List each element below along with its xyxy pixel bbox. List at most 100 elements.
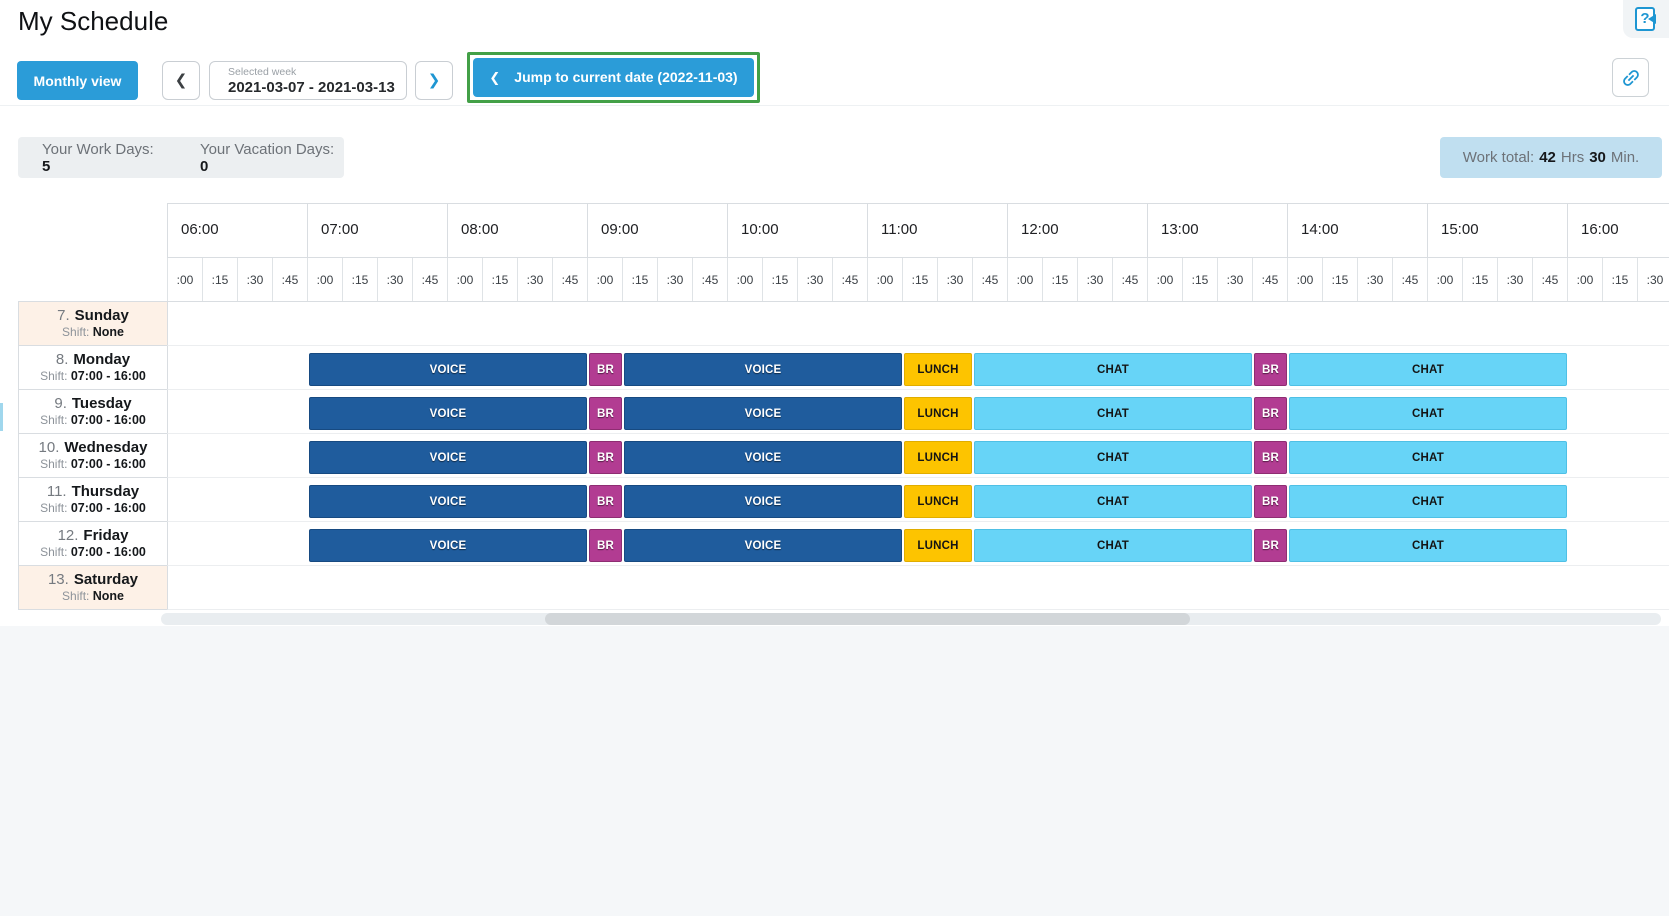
day-row: 9. Tuesday Shift: 07:00 - 16:00 VOICE BR VOIC…: [18, 390, 1669, 434]
schedule-segment-chat: CHAT: [1289, 485, 1567, 518]
jump-button-label: Jump to current date (2022-11-03): [514, 69, 738, 85]
horizontal-scrollbar-thumb[interactable]: [545, 613, 1190, 625]
shift-label: Shift:: [62, 325, 93, 339]
hour-header-cell: 09:00: [587, 204, 727, 258]
quarter-header-cell: :30: [937, 258, 972, 301]
shift-value: 07:00 - 16:00: [70, 369, 146, 383]
copy-link-button[interactable]: [1612, 58, 1649, 97]
quarter-header-cell: :30: [1637, 258, 1669, 301]
work-days-value: 5: [42, 157, 51, 175]
schedule-segment-break: BR: [1254, 397, 1287, 430]
schedule-segment-break: BR: [1254, 441, 1287, 474]
selected-week-box[interactable]: Selected week 2021-03-07 - 2021-03-13: [209, 61, 407, 100]
shift-value: None: [92, 325, 124, 339]
selected-week-label: Selected week: [228, 66, 297, 78]
quarter-header-cell: :45: [1252, 258, 1287, 301]
day-shift: Shift: None: [19, 589, 167, 603]
schedule-segment-lunch: LUNCH: [904, 397, 972, 430]
day-shift: Shift: 07:00 - 16:00: [19, 413, 167, 427]
schedule-segment-chat: CHAT: [1289, 353, 1567, 386]
chevron-right-icon: ❯: [427, 72, 441, 89]
day-timeline: [167, 302, 1669, 346]
hour-header-cell: 08:00: [447, 204, 587, 258]
hour-header-cell: 07:00: [307, 204, 447, 258]
schedule-segment-break: BR: [589, 353, 622, 386]
day-label: 13. Saturday Shift: None: [18, 566, 167, 610]
help-corner: ?: [1623, 0, 1669, 38]
quarter-header-cell: :15: [1602, 258, 1637, 301]
hour-header-cell: 16:00: [1567, 204, 1669, 258]
schedule-segment-break: BR: [1254, 485, 1287, 518]
shift-value: 07:00 - 16:00: [70, 413, 146, 427]
monthly-view-button[interactable]: Monthly view: [17, 61, 138, 100]
quarter-header-cell: :30: [377, 258, 412, 301]
quarter-header-cell: :15: [762, 258, 797, 301]
day-shift: Shift: 07:00 - 16:00: [19, 545, 167, 559]
day-label: 10. Wednesday Shift: 07:00 - 16:00: [18, 434, 167, 478]
quarter-header-cell: :45: [1532, 258, 1567, 301]
schedule-segment-break: BR: [1254, 529, 1287, 562]
page-title: My Schedule: [18, 6, 169, 36]
day-timeline: VOICE BR VOICE LUNCH CHAT BR CHAT: [167, 478, 1669, 522]
day-title: 13. Saturday: [19, 571, 167, 588]
day-timeline: VOICE BR VOICE LUNCH CHAT BR CHAT: [167, 522, 1669, 566]
quarter-header-cell: :15: [622, 258, 657, 301]
day-label: 11. Thursday Shift: 07:00 - 16:00: [18, 478, 167, 522]
hour-header-cell: 14:00: [1287, 204, 1427, 258]
day-row: 10. Wednesday Shift: 07:00 - 16:00 VOICE BR V…: [18, 434, 1669, 478]
schedule-segment-voice: VOICE: [309, 353, 587, 386]
quarter-header-cell: :45: [972, 258, 1007, 301]
schedule-segment-break: BR: [589, 397, 622, 430]
day-row: 12. Friday Shift: 07:00 - 16:00 VOICE BR VOIC…: [18, 522, 1669, 566]
shift-value: None: [92, 589, 124, 603]
quarter-header-cell: :00: [1427, 258, 1462, 301]
chevron-left-icon: ❮: [174, 72, 188, 89]
schedule-segment-chat: CHAT: [974, 529, 1252, 562]
vacation-days-value: 0: [199, 157, 209, 175]
vacation-days-stat: Your Vacation Days: 0: [199, 140, 335, 175]
schedule-segment-break: BR: [1254, 353, 1287, 386]
schedule-segment-lunch: LUNCH: [904, 485, 972, 518]
shift-label: Shift:: [40, 501, 71, 515]
day-timeline: [167, 566, 1669, 610]
help-icon[interactable]: ?: [1635, 7, 1656, 31]
schedule-segment-break: BR: [589, 485, 622, 518]
work-total-box: Work total: 42 Hrs 30 Min.: [1440, 137, 1662, 178]
next-week-button[interactable]: ❯: [415, 61, 453, 100]
quarter-header-cell: :00: [307, 258, 342, 301]
jump-to-current-date-button[interactable]: ❮ Jump to current date (2022-11-03): [473, 58, 754, 97]
day-number: 13.: [47, 571, 69, 588]
day-row: 7. Sunday Shift: None: [18, 302, 1669, 346]
schedule-segment-voice: VOICE: [624, 397, 902, 430]
shift-value: 07:00 - 16:00: [70, 545, 146, 559]
selected-week-value: 2021-03-07 - 2021-03-13: [228, 79, 395, 96]
previous-week-button[interactable]: ❮: [162, 61, 200, 100]
hour-header-cell: 10:00: [727, 204, 867, 258]
day-row: 13. Saturday Shift: None: [18, 566, 1669, 610]
quarter-header-cell: :30: [657, 258, 692, 301]
quarter-header-cell: :30: [1497, 258, 1532, 301]
quarter-header-cell: :30: [1077, 258, 1112, 301]
schedule-segment-break: BR: [589, 529, 622, 562]
day-title: 11. Thursday: [19, 483, 167, 500]
day-label: 9. Tuesday Shift: 07:00 - 16:00: [18, 390, 167, 434]
schedule-segment-voice: VOICE: [624, 441, 902, 474]
work-total-minutes: 30: [1589, 149, 1606, 166]
schedule-segment-voice: VOICE: [624, 485, 902, 518]
horizontal-scrollbar-track[interactable]: [161, 613, 1661, 625]
shift-label: Shift:: [40, 413, 71, 427]
quarter-header-cell: :00: [167, 258, 202, 301]
schedule-segment-lunch: LUNCH: [904, 529, 972, 562]
quarter-header-cell: :45: [552, 258, 587, 301]
day-shift: Shift: 07:00 - 16:00: [19, 501, 167, 515]
quarter-header-cell: :15: [202, 258, 237, 301]
day-timeline: VOICE BR VOICE LUNCH CHAT BR CHAT: [167, 346, 1669, 390]
quarter-header-cell: :00: [867, 258, 902, 301]
day-name: Monday: [73, 351, 131, 368]
work-total-hours: 42: [1539, 149, 1556, 166]
quarter-header-cell: :15: [1322, 258, 1357, 301]
hour-header-cell: 13:00: [1147, 204, 1287, 258]
quarter-header-cell: :45: [1392, 258, 1427, 301]
schedule-segment-voice: VOICE: [309, 441, 587, 474]
schedule-segment-lunch: LUNCH: [904, 353, 972, 386]
